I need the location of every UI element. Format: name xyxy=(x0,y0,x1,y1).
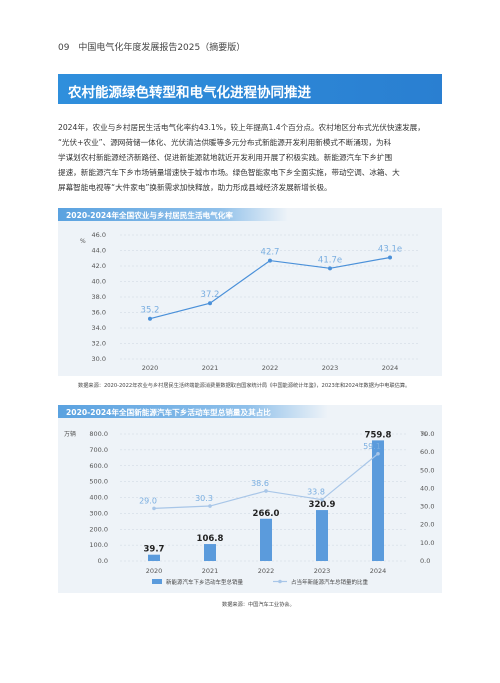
section-banner: 农村能源绿色转型和电气化进程协同推进 xyxy=(58,74,442,104)
chart1-y-tick: 30.0 xyxy=(92,355,106,363)
chart1-x-tick: 2021 xyxy=(202,364,219,372)
chart2-share-point xyxy=(152,506,156,511)
chart2-bar xyxy=(260,518,272,561)
chart2-title: 2020-2024年全国新能源汽车下乡活动车型总销量及其占比 xyxy=(66,408,271,417)
page-header: 09 中国电气化年度发展报告2025（摘要版） xyxy=(58,40,245,53)
chart2-bar-label: 320.9 xyxy=(309,500,336,510)
chart2-x-tick: 2022 xyxy=(258,567,275,575)
chart2-y-tick: 700.0 xyxy=(89,446,108,454)
chart1-y-tick: 42.0 xyxy=(92,262,106,270)
chart2-legend-line-label: 占当年新能源汽车总销量的比重 xyxy=(291,578,369,586)
chart2-y-tick: 0.0 xyxy=(98,557,108,565)
chart2-share-label: 30.3 xyxy=(195,494,213,503)
chart2-bar xyxy=(372,440,384,561)
chart1-source: 数据来源：2020-2022年农业与乡村居民生活终端能源消费量数据取自国家统计局… xyxy=(78,383,411,389)
chart2-bar-label: 39.7 xyxy=(144,545,165,555)
chart2-y2-tick: 0.0 xyxy=(420,557,430,565)
chart2-svg: 万辆 % 800.0 700.0 600.0 500.0 400.0 300.0 200.0 10… xyxy=(64,430,434,586)
chart2-bar-label: 266.0 xyxy=(253,509,280,519)
chart2-y-tick: 500.0 xyxy=(89,478,108,486)
chart2-y2-tick: 60.0 xyxy=(420,448,434,456)
chart2-y-tick: 800.0 xyxy=(89,430,108,438)
chart1-x-tick: 2024 xyxy=(382,364,399,372)
chart2-y-tick: 300.0 xyxy=(89,509,108,517)
chart1-x-tick: 2022 xyxy=(262,364,279,372)
chart2-y-tick: 200.0 xyxy=(89,525,108,533)
chart2-y2-tick: 30.0 xyxy=(420,503,434,511)
chart1-y-tick: 34.0 xyxy=(92,324,106,332)
paragraph-line: 学谋划农村新能源经济新路径、促进新能源就地就近开发利用开展了积极实践。新能源汽车… xyxy=(58,153,393,162)
chart2-share-label: 38.6 xyxy=(251,479,269,488)
chart1-data-label: 43.1e xyxy=(378,244,402,254)
chart2-legend-bar-label: 新能源汽车下乡活动车型总销量 xyxy=(166,578,244,586)
chart1-series-line xyxy=(149,256,391,320)
chart2-share-point xyxy=(264,489,268,493)
chart2-y2-unit: % xyxy=(421,431,427,438)
chart1-y-tick: 32.0 xyxy=(92,340,106,348)
chart2-share-label: 59.1 xyxy=(363,442,381,451)
chart1-y-tick: 36.0 xyxy=(92,309,106,317)
paragraph-line: 2024年，农业与乡村居民生活电气化率约43.1%，较上年提高1.4个百分点。农… xyxy=(58,123,425,132)
chart1-y-tick: 44.0 xyxy=(92,247,106,255)
paragraph-line: 屏幕智能电视等“大件家电”换新需求加快释放，助力形成县域经济发展新增长极。 xyxy=(58,183,332,192)
chart1-y-tick: 46.0 xyxy=(92,231,106,239)
chart2-y2-tick: 70.0 xyxy=(420,430,434,438)
chart1-background xyxy=(58,208,442,376)
chart1-title: 2020-2024年全国农业与乡村居民生活电气化率 xyxy=(66,211,233,220)
chart2-bar xyxy=(148,554,160,561)
chart1-svg: % 46.0 44.0 42.0 40.0 38.0 36.0 34.0 32.0 30.0 202… xyxy=(80,231,420,372)
chart2-y2-tick: 50.0 xyxy=(420,466,434,474)
chart2-y-tick: 600.0 xyxy=(89,462,108,470)
section-title: 农村能源绿色转型和电气化进程协同推进 xyxy=(68,85,311,101)
chart2-bar xyxy=(316,510,328,561)
chart1-point xyxy=(208,301,212,306)
chart2-x-tick: 2021 xyxy=(202,567,219,575)
chart2-share-label: 29.0 xyxy=(139,496,157,505)
page-number: 09 xyxy=(58,43,70,53)
report-title: 中国电气化年度发展报告2025（摘要版） xyxy=(78,43,246,53)
chart2-source: 数据来源：中国汽车工业协会。 xyxy=(222,602,295,608)
chart1-x-tick: 2023 xyxy=(322,364,339,372)
chart2-y2-tick: 20.0 xyxy=(420,521,434,529)
chart2-y-tick: 400.0 xyxy=(89,494,108,502)
chart2-y2-tick: 40.0 xyxy=(420,484,434,492)
chart2-legend-line-marker xyxy=(278,579,282,584)
chart2-bar xyxy=(204,544,216,561)
chart2-y-unit: 万辆 xyxy=(64,430,76,438)
chart1-data-label: 42.7 xyxy=(261,248,280,258)
chart2-x-tick: 2023 xyxy=(314,567,331,575)
chart1-data-label: 37.2 xyxy=(201,290,220,300)
chart1-point xyxy=(328,266,332,271)
chart1-data-label: 35.2 xyxy=(141,306,160,316)
chart1-point xyxy=(268,258,272,263)
chart2-bar-label: 759.8 xyxy=(365,430,392,440)
chart2-share-label: 33.8 xyxy=(307,488,325,497)
paragraph-line: 提速，新能源汽车下乡市场销量增速快于城市市场。绿色智能家电下乡全面实施，带动空调… xyxy=(58,168,400,177)
paragraph-line: “光伏+农业”、源网荷储一体化、光伏清洁供暖等多元分布式新能源开发利用新模式不断… xyxy=(58,138,392,147)
chart2-y-tick: 100.0 xyxy=(89,541,108,549)
chart2-x-tick: 2024 xyxy=(370,567,387,575)
chart2-bar-label: 106.8 xyxy=(197,534,224,544)
chart1-y-tick: 38.0 xyxy=(92,293,106,301)
chart2-share-point xyxy=(320,497,324,502)
chart1-y-tick: 40.0 xyxy=(92,278,106,286)
chart2-share-point xyxy=(208,504,212,508)
chart2-x-tick: 2020 xyxy=(146,567,163,575)
chart2-legend-bar-swatch xyxy=(152,579,162,584)
chart1-x-tick: 2020 xyxy=(142,364,159,372)
chart1-data-label: 41.7e xyxy=(318,255,342,265)
chart1-point xyxy=(388,255,392,260)
chart1-point xyxy=(148,316,152,321)
body-paragraph: 2024年，农业与乡村居民生活电气化率约43.1%，较上年提高1.4个百分点。农… xyxy=(58,120,442,195)
chart2-title-bar: 2020-2024年全国新能源汽车下乡活动车型总销量及其占比 xyxy=(58,405,442,418)
chart2-y2-tick: 10.0 xyxy=(420,539,434,547)
chart1-title-bar: 2020-2024年全国农业与乡村居民生活电气化率 xyxy=(58,208,442,221)
chart2-share-point xyxy=(376,451,380,456)
chart1-y-unit: % xyxy=(80,238,86,245)
